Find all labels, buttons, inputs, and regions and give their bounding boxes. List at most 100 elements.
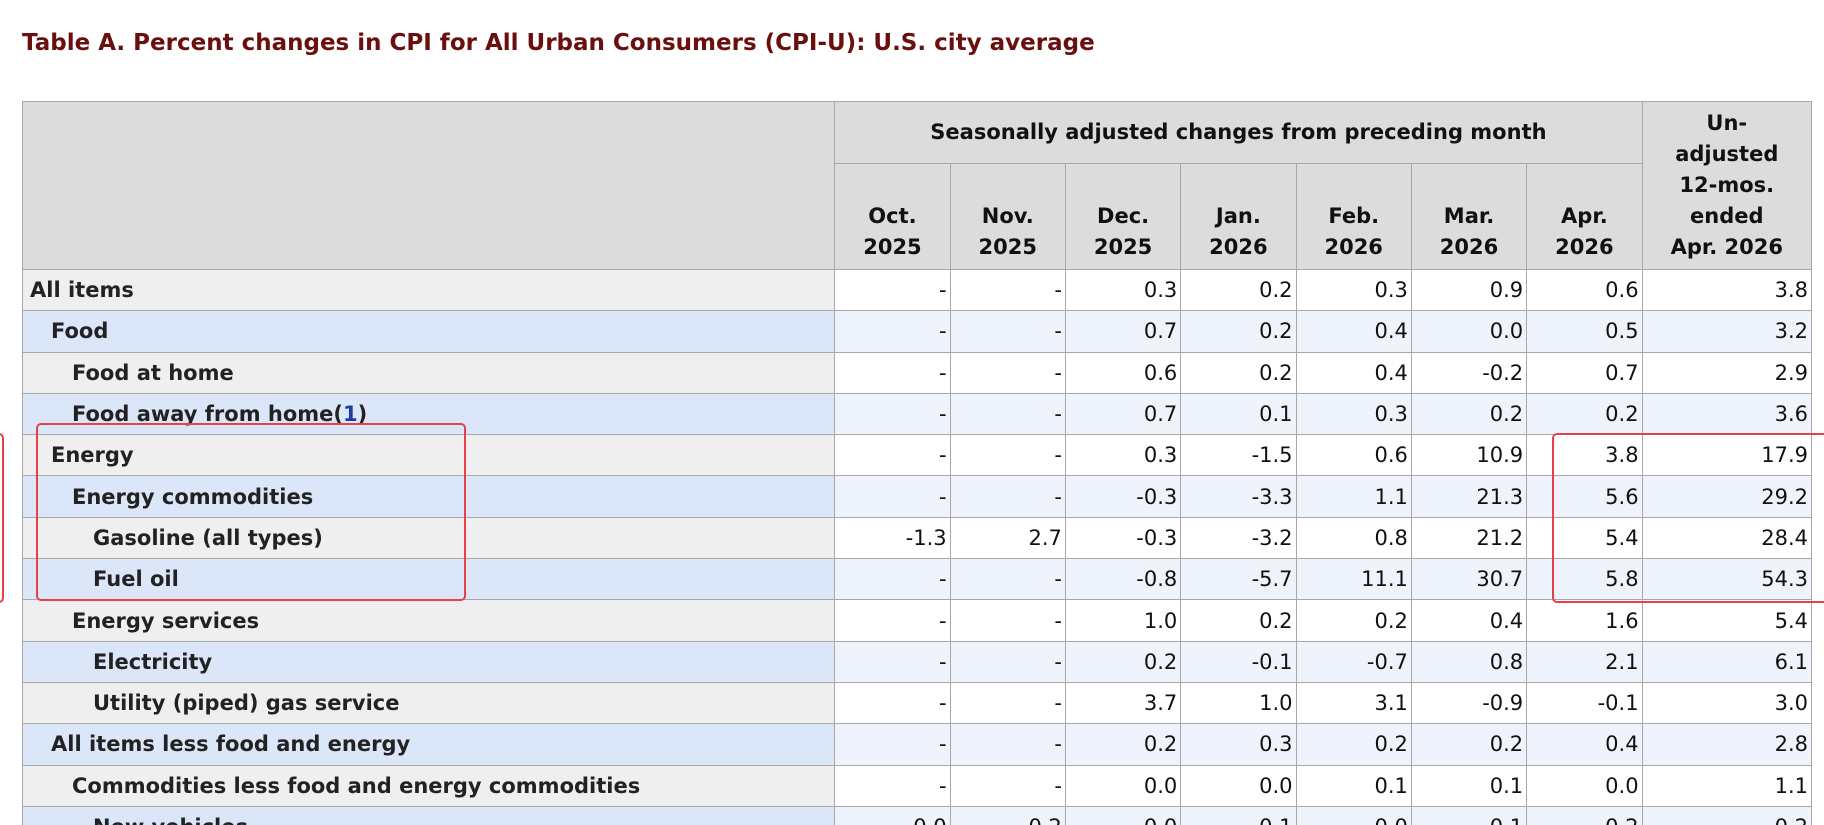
table-cell: 0.2 — [1641, 805, 1813, 825]
table-cell: 3.7 — [1064, 681, 1182, 725]
table-cell: 21.3 — [1410, 475, 1528, 518]
table-cell: 0.6 — [1526, 268, 1643, 312]
table-row: Food - - 0.7 0.2 0.4 0.0 0.5 3.2 — [21, 310, 1813, 353]
table-cell: 1.6 — [1526, 599, 1643, 642]
row-label: Commodities less food and energy commodi… — [21, 764, 836, 807]
row-label: Energy services — [21, 599, 836, 642]
table-cell: -0.1 — [1180, 640, 1297, 683]
row-label: All items less food and energy — [21, 723, 836, 766]
unadjusted-header-line: Apr. 2026 — [1670, 235, 1783, 259]
table-cell: 0.0 — [1064, 764, 1182, 807]
table-cell: 0.6 — [1295, 434, 1412, 477]
table-cell: 3.0 — [1641, 681, 1813, 725]
row-label: New vehicles — [21, 805, 836, 825]
table-cell: 0.2 — [1410, 392, 1528, 436]
table-title: Table A. Percent changes in CPI for All … — [22, 30, 1095, 56]
table-cell: 0.9 — [1410, 268, 1528, 312]
table-cell: 3.6 — [1641, 392, 1813, 436]
row-label: All items — [21, 268, 836, 312]
row-label: Fuel oil — [21, 558, 836, 601]
unadjusted-header-line: 12-mos. — [1679, 173, 1775, 197]
table-cell: 30.7 — [1410, 558, 1528, 601]
table-cell: -0.3 — [1064, 516, 1182, 560]
table-cell: 0.1 — [1180, 392, 1297, 436]
table-cell: 0.3 — [1064, 434, 1182, 477]
unadjusted-header-line: Un- — [1706, 111, 1748, 135]
table-cell: - — [834, 681, 951, 725]
row-label: Food at home — [21, 351, 836, 394]
table-cell: -0.2 — [1410, 351, 1528, 394]
table-cell: 6.1 — [1641, 640, 1813, 683]
table-cell: 10.9 — [1410, 434, 1528, 477]
table-row: Commodities less food and energy commodi… — [21, 764, 1813, 807]
table-cell: - — [834, 268, 951, 312]
table-cell: - — [834, 351, 951, 394]
table-cell: 0.4 — [1410, 599, 1528, 642]
month-header-jan-2026: Jan. 2026 — [1180, 163, 1297, 270]
table-cell: - — [949, 764, 1066, 807]
table-row: Energy - - 0.3 -1.5 0.6 10.9 3.8 17.9 — [21, 434, 1813, 477]
table-row: Food away from home(1) - - 0.7 0.1 0.3 0… — [21, 392, 1813, 436]
table-cell: -3.3 — [1180, 475, 1297, 518]
table-row: Energy services - - 1.0 0.2 0.2 0.4 1.6 … — [21, 599, 1813, 642]
table-cell: 21.2 — [1410, 516, 1528, 560]
table-cell: 5.4 — [1641, 599, 1813, 642]
table-cell: - — [949, 351, 1066, 394]
table-cell: 3.1 — [1295, 681, 1412, 725]
table-cell: 0.2 — [1180, 599, 1297, 642]
table-cell: - — [949, 392, 1066, 436]
table-cell: 0.3 — [1295, 268, 1412, 312]
table-cell: 0.0 — [1180, 764, 1297, 807]
table-cell: 0.2 — [949, 805, 1066, 825]
table-cell: 0.2 — [1180, 351, 1297, 394]
table-cell: 1.0 — [1064, 599, 1182, 642]
table-cell: 0.7 — [1064, 310, 1182, 353]
table-cell: 0.0 — [1064, 805, 1182, 825]
table-cell: 3.8 — [1641, 268, 1813, 312]
table-cell: 0.1 — [1410, 805, 1528, 825]
table-row: Electricity - - 0.2 -0.1 -0.7 0.8 2.1 6.… — [21, 640, 1813, 683]
table-cell: 2.8 — [1641, 723, 1813, 766]
table-cell: - — [834, 599, 951, 642]
table-cell: 0.2 — [1295, 723, 1412, 766]
table-cell: 0.0 — [1410, 310, 1528, 353]
table-cell: 0.1 — [1295, 764, 1412, 807]
unadjusted-header-line: adjusted — [1675, 142, 1779, 166]
month-header-nov-2025: Nov. 2025 — [949, 163, 1066, 270]
row-label: Food away from home(1) — [21, 392, 836, 436]
table-cell: -5.7 — [1180, 558, 1297, 601]
table-cell: 0.2 — [1064, 723, 1182, 766]
row-label-header — [21, 101, 836, 270]
table-cell: 28.4 — [1641, 516, 1813, 560]
footnote-link[interactable]: 1 — [343, 402, 358, 427]
table-cell: 0.8 — [1295, 516, 1412, 560]
row-label: Food — [21, 310, 836, 353]
table-cell: -0.3 — [1064, 475, 1182, 518]
table-cell: - — [834, 558, 951, 601]
table-cell: - — [949, 558, 1066, 601]
table-cell: 0.5 — [1526, 310, 1643, 353]
table-cell: - — [834, 475, 951, 518]
table-cell: -3.2 — [1180, 516, 1297, 560]
table-row: Food at home - - 0.6 0.2 0.4 -0.2 0.7 2.… — [21, 351, 1813, 394]
row-label-text: Food away from home — [72, 402, 334, 427]
table-cell: 0.1 — [1410, 764, 1528, 807]
table-cell: 54.3 — [1641, 558, 1813, 601]
month-header-mar-2026: Mar. 2026 — [1410, 163, 1528, 270]
table-cell: 0.0 — [1295, 805, 1412, 825]
table-cell: - — [949, 310, 1066, 353]
table-cell: 0.3 — [1064, 268, 1182, 312]
table-cell: 1.0 — [1180, 681, 1297, 725]
table-cell: 11.1 — [1295, 558, 1412, 601]
table-cell: -0.8 — [1064, 558, 1182, 601]
table-cell: 0.2 — [1410, 723, 1528, 766]
table-cell: 0.4 — [1295, 310, 1412, 353]
table-cell: 0.1 — [1180, 805, 1297, 825]
table-cell: - — [834, 310, 951, 353]
table-cell: 0.7 — [1064, 392, 1182, 436]
table-cell: - — [949, 681, 1066, 725]
table-cell: 0.7 — [1526, 351, 1643, 394]
table-row: All items - - 0.3 0.2 0.3 0.9 0.6 3.8 — [21, 268, 1813, 312]
table-cell: 5.6 — [1526, 475, 1643, 518]
